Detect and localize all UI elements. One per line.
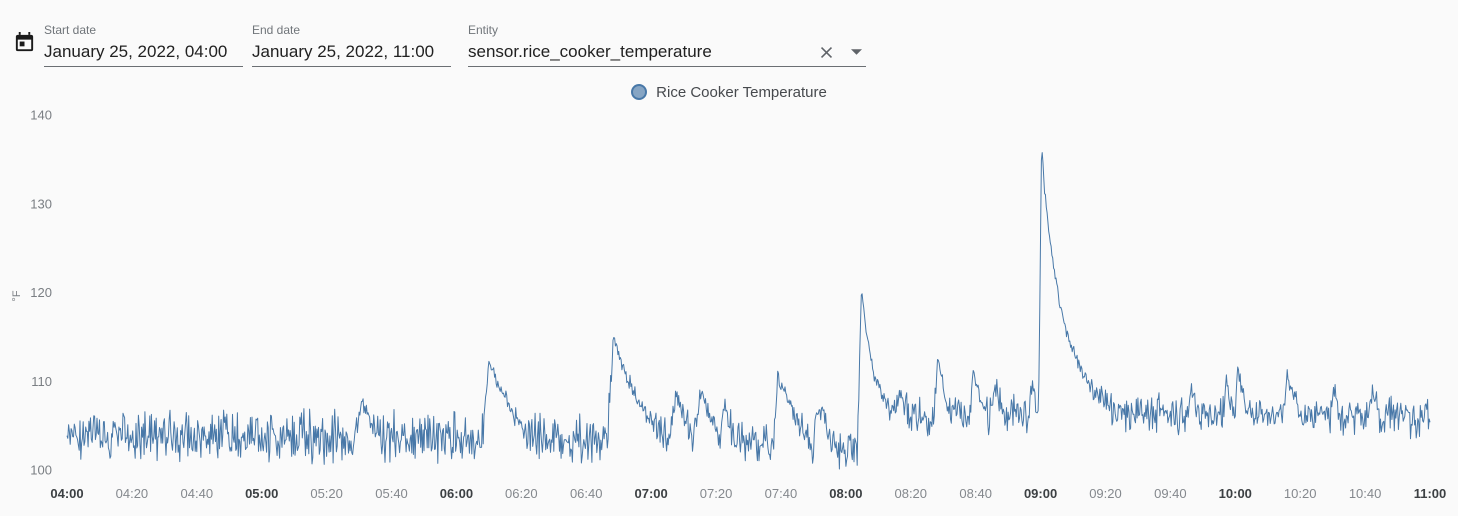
- entity-label: Entity: [468, 23, 499, 37]
- start-date-input[interactable]: [44, 40, 243, 64]
- y-tick-label: 120: [30, 285, 52, 300]
- end-date-label: End date: [252, 23, 301, 37]
- x-tick-label: 04:00: [50, 486, 83, 501]
- y-tick-label: 130: [30, 196, 52, 211]
- x-tick-label: 08:20: [894, 486, 927, 501]
- y-tick-label: 100: [30, 463, 52, 478]
- x-tick-label: 09:40: [1154, 486, 1187, 501]
- datetime-controls: Start date End date Entity: [0, 0, 1458, 78]
- chart-series: [66, 152, 1431, 470]
- clear-x-icon: [821, 46, 833, 58]
- x-tick-label: 07:00: [635, 486, 668, 501]
- entity-field: Entity: [468, 23, 866, 67]
- entity-input[interactable]: [468, 40, 816, 64]
- x-tick-label: 10:20: [1284, 486, 1317, 501]
- x-tick-label: 05:20: [310, 486, 343, 501]
- entity-dropdown-button[interactable]: [848, 43, 864, 61]
- end-date-field: End date: [252, 23, 451, 67]
- x-tick-label: 11:00: [1414, 486, 1447, 501]
- y-axis-ticks: 100 110 120 130 140: [30, 108, 52, 478]
- x-tick-label: 09:00: [1024, 486, 1057, 501]
- y-tick-label: 110: [31, 374, 52, 389]
- y-axis-unit: °F: [11, 290, 23, 301]
- x-tick-label: 05:40: [375, 486, 408, 501]
- x-tick-label: 06:40: [570, 486, 603, 501]
- x-tick-label: 08:00: [829, 486, 862, 501]
- clear-entity-button[interactable]: [816, 39, 839, 65]
- y-tick-label: 140: [30, 108, 52, 123]
- x-tick-label: 06:00: [440, 486, 473, 501]
- x-tick-label: 08:40: [959, 486, 992, 501]
- legend-series-marker: [631, 84, 648, 100]
- start-date-label: Start date: [44, 23, 97, 37]
- x-tick-label: 07:20: [700, 486, 733, 501]
- start-date-field: Start date: [44, 23, 243, 67]
- x-tick-label: 10:00: [1219, 486, 1252, 501]
- dropdown-caret-icon: [850, 49, 862, 55]
- x-axis-ticks: 04:00 04:20 04:40 05:00 05:20 05:40 06:00 06:20…: [50, 486, 1446, 501]
- x-tick-label: 10:40: [1349, 486, 1382, 501]
- calendar-icon[interactable]: [13, 31, 36, 54]
- x-tick-label: 07:40: [765, 486, 798, 501]
- x-tick-label: 05:00: [245, 486, 278, 501]
- x-tick-label: 06:20: [505, 486, 538, 501]
- end-date-input[interactable]: [252, 40, 451, 64]
- x-tick-label: 04:40: [181, 486, 214, 501]
- temperature-series-line: [66, 152, 1431, 470]
- x-tick-label: 04:20: [116, 486, 149, 501]
- legend-series-label: Rice Cooker Temperature: [656, 83, 827, 101]
- x-tick-label: 09:20: [1089, 486, 1122, 501]
- chart-legend[interactable]: Rice Cooker Temperature: [0, 83, 1458, 101]
